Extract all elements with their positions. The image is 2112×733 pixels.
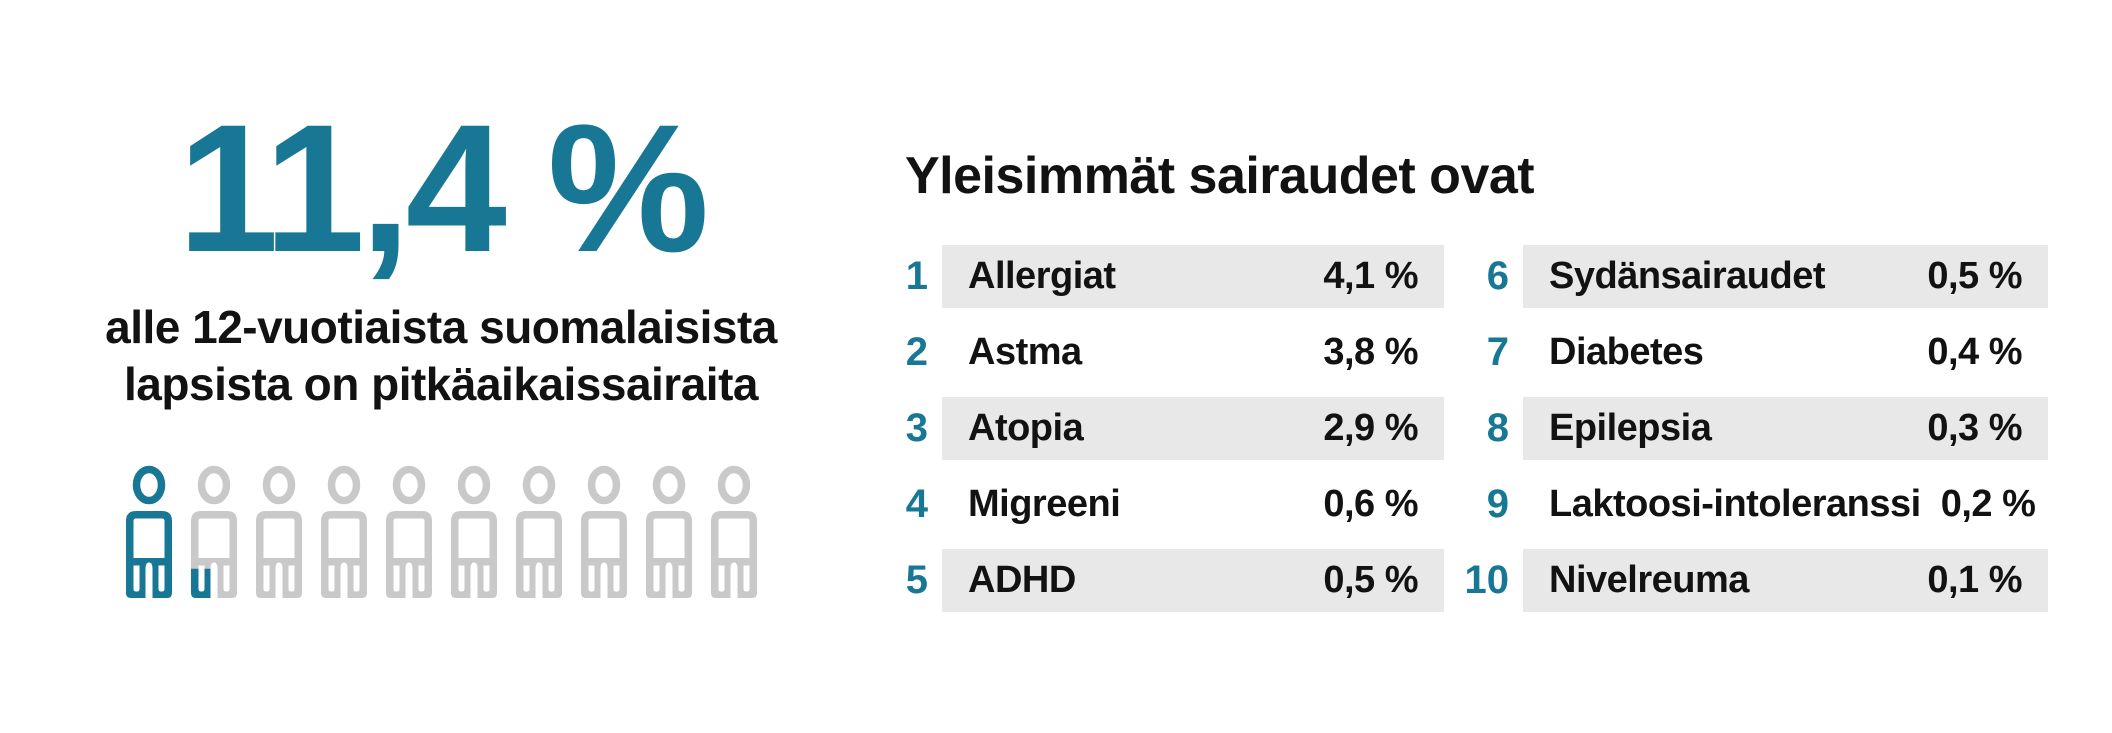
person-icon xyxy=(515,465,562,598)
diseases-block: Yleisimmät sairaudet ovat 1 Allergiat 4,… xyxy=(895,145,2048,613)
disease-rank: 5 xyxy=(905,558,928,603)
stat-description: alle 12-vuotiaista suomalaisista lapsist… xyxy=(0,299,882,413)
disease-name: Epilepsia xyxy=(1549,407,1712,450)
disease-row: 5 ADHD 0,5 % xyxy=(895,549,1444,613)
disease-value: 0,3 % xyxy=(1927,407,2022,450)
disease-band: Nivelreuma 0,1 % xyxy=(1523,549,2048,613)
person-icon-slot xyxy=(643,465,695,602)
pictogram xyxy=(0,465,882,602)
disease-band: Laktoosi-intoleranssi 0,2 % xyxy=(1523,473,2048,536)
disease-name: Sydänsairaudet xyxy=(1549,255,1826,298)
disease-band: Astma 3,8 % xyxy=(942,321,1444,384)
stat-description-line1: alle 12-vuotiaista suomalaisista xyxy=(105,300,777,353)
person-icon-slot xyxy=(708,465,760,602)
person-icon-slot xyxy=(318,465,370,602)
disease-name: Migreeni xyxy=(968,483,1121,526)
disease-band: Allergiat 4,1 % xyxy=(942,245,1444,309)
disease-rank: 8 xyxy=(1486,406,1509,451)
disease-name: Diabetes xyxy=(1549,331,1704,374)
disease-row: 4 Migreeni 0,6 % xyxy=(895,473,1444,536)
disease-value: 0,2 % xyxy=(1940,483,2036,526)
person-icon-slot xyxy=(448,465,500,602)
diseases-column-right: 6 Sydänsairaudet 0,5 % 7 Diabetes 0,4 % … xyxy=(1444,245,2048,613)
disease-value: 2,9 % xyxy=(1323,407,1418,450)
person-icon-slot xyxy=(383,465,435,602)
person-icon xyxy=(125,465,172,598)
disease-name: Nivelreuma xyxy=(1549,559,1749,602)
diseases-column-left: 1 Allergiat 4,1 % 2 Astma 3,8 % 3 xyxy=(895,245,1444,613)
disease-band: ADHD 0,5 % xyxy=(942,549,1444,613)
disease-rank: 2 xyxy=(905,330,928,375)
disease-value: 0,5 % xyxy=(1927,255,2022,298)
person-icon xyxy=(450,465,497,598)
disease-value: 4,1 % xyxy=(1323,255,1418,298)
disease-name: Atopia xyxy=(968,407,1084,450)
disease-rank: 10 xyxy=(1464,558,1510,603)
stat-block: 11,4 % alle 12-vuotiaista suomalaisista … xyxy=(0,0,882,602)
disease-row: 7 Diabetes 0,4 % xyxy=(1444,321,2048,384)
disease-band: Atopia 2,9 % xyxy=(942,397,1444,461)
disease-name: ADHD xyxy=(968,559,1076,602)
person-icon-slot xyxy=(188,465,240,602)
disease-row: 1 Allergiat 4,1 % xyxy=(895,245,1444,309)
disease-rank: 9 xyxy=(1486,482,1509,527)
disease-rank: 3 xyxy=(905,406,928,451)
stat-value: 11,4 % xyxy=(177,86,710,290)
disease-row: 8 Epilepsia 0,3 % xyxy=(1444,397,2048,461)
person-icon-slot xyxy=(578,465,630,602)
disease-name: Laktoosi-intoleranssi xyxy=(1549,483,1921,526)
disease-row: 9 Laktoosi-intoleranssi 0,2 % xyxy=(1444,473,2048,536)
diseases-table: 1 Allergiat 4,1 % 2 Astma 3,8 % 3 xyxy=(895,245,2048,613)
person-icon xyxy=(710,465,757,598)
disease-row: 2 Astma 3,8 % xyxy=(895,321,1444,384)
disease-band: Epilepsia 0,3 % xyxy=(1523,397,2048,461)
person-icon-slot xyxy=(253,465,305,602)
disease-value: 0,4 % xyxy=(1927,331,2022,374)
person-icon-slot xyxy=(123,465,175,602)
disease-value: 0,6 % xyxy=(1323,483,1418,526)
disease-value: 3,8 % xyxy=(1323,331,1418,374)
person-icon-slot xyxy=(513,465,565,602)
disease-rank: 7 xyxy=(1486,330,1509,375)
disease-band: Diabetes 0,4 % xyxy=(1523,321,2048,384)
diseases-heading: Yleisimmät sairaudet ovat xyxy=(905,147,1535,205)
disease-rank: 4 xyxy=(905,482,928,527)
disease-rank: 1 xyxy=(905,254,928,299)
disease-band: Migreeni 0,6 % xyxy=(942,473,1444,536)
disease-row: 3 Atopia 2,9 % xyxy=(895,397,1444,461)
disease-name: Allergiat xyxy=(968,255,1116,298)
disease-value: 0,1 % xyxy=(1927,559,2022,602)
disease-row: 10 Nivelreuma 0,1 % xyxy=(1444,549,2048,613)
disease-value: 0,5 % xyxy=(1323,559,1418,602)
person-icon xyxy=(320,465,367,598)
person-icon xyxy=(645,465,692,598)
stat-description-line2: lapsista on pitkäaikaissairaita xyxy=(124,357,758,410)
disease-band: Sydänsairaudet 0,5 % xyxy=(1523,245,2048,309)
person-icon xyxy=(580,465,627,598)
disease-row: 6 Sydänsairaudet 0,5 % xyxy=(1444,245,2048,309)
person-icon xyxy=(255,465,302,598)
disease-name: Astma xyxy=(968,331,1082,374)
person-icon xyxy=(385,465,432,598)
disease-rank: 6 xyxy=(1486,254,1509,299)
